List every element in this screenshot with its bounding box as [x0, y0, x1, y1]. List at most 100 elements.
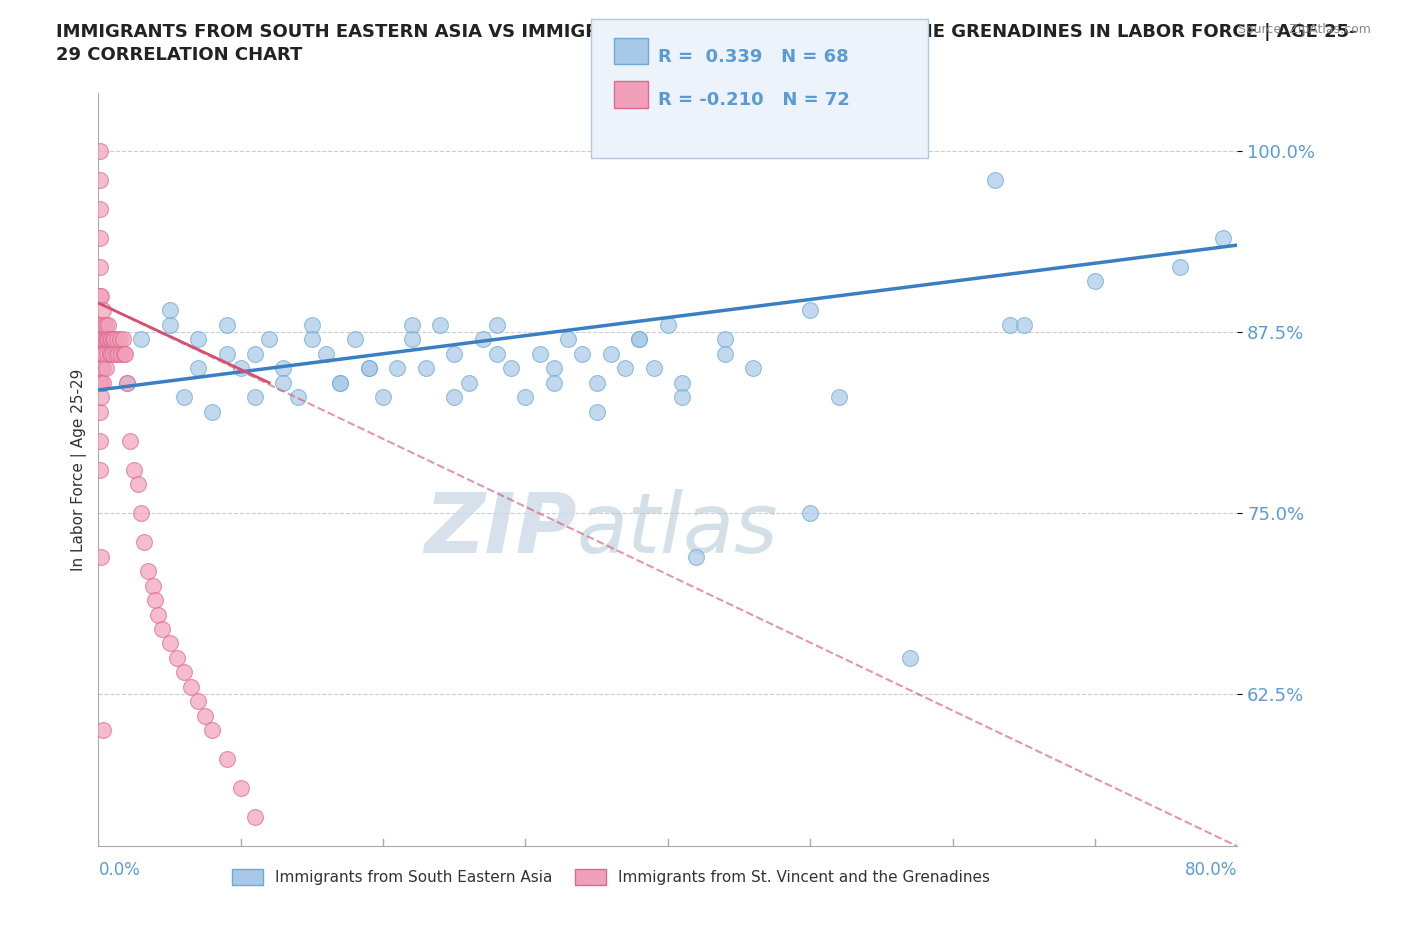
Point [180, 680, 202, 695]
Point [1012, 317, 1035, 332]
Point [515, 390, 537, 405]
Point [89, 259, 111, 274]
Point [671, 390, 693, 405]
Point [557, 332, 579, 347]
Point [501, 361, 523, 376]
Point [1212, 231, 1234, 246]
Point [301, 332, 323, 347]
Point [110, 346, 132, 361]
Point [187, 332, 209, 347]
Point [486, 317, 509, 332]
Point [107, 346, 129, 361]
Point [529, 346, 551, 361]
Text: R = -0.210   N = 72: R = -0.210 N = 72 [658, 91, 849, 109]
Point [89, 143, 111, 158]
Point [108, 332, 131, 347]
Point [89, 346, 111, 361]
Point [998, 317, 1021, 332]
Point [201, 405, 224, 419]
Text: 0.0%: 0.0% [98, 861, 141, 879]
Point [90, 332, 112, 347]
Point [984, 172, 1007, 187]
Point [129, 506, 152, 521]
Point [90, 376, 112, 391]
Point [187, 361, 209, 376]
Point [90, 390, 112, 405]
Point [187, 694, 209, 709]
Point [94, 332, 117, 347]
Point [742, 361, 765, 376]
Point [115, 376, 138, 391]
Point [259, 332, 281, 347]
Point [343, 332, 366, 347]
Point [229, 361, 252, 376]
Point [486, 346, 509, 361]
Point [671, 376, 693, 391]
Point [685, 549, 707, 564]
Point [628, 332, 651, 347]
Point [173, 665, 195, 680]
Point [94, 317, 117, 332]
Point [273, 361, 295, 376]
Point [104, 346, 127, 361]
Point [98, 346, 121, 361]
Point [100, 332, 122, 347]
Text: IMMIGRANTS FROM SOUTH EASTERN ASIA VS IMMIGRANTS FROM ST. VINCENT AND THE GRENAD: IMMIGRANTS FROM SOUTH EASTERN ASIA VS IM… [56, 23, 1357, 41]
Point [585, 405, 607, 419]
Point [89, 462, 111, 477]
Point [457, 376, 479, 391]
Point [714, 332, 737, 347]
Point [90, 288, 112, 303]
Point [115, 376, 138, 391]
Point [714, 346, 737, 361]
Point [91, 361, 114, 376]
Legend: Immigrants from South Eastern Asia, Immigrants from St. Vincent and the Grenadin: Immigrants from South Eastern Asia, Immi… [226, 863, 995, 891]
Point [103, 332, 125, 347]
Point [243, 810, 266, 825]
Point [91, 723, 114, 737]
Point [90, 549, 112, 564]
Point [91, 303, 114, 318]
Point [141, 578, 163, 593]
Point [1170, 259, 1192, 274]
Point [132, 535, 155, 550]
Text: 29 CORRELATION CHART: 29 CORRELATION CHART [56, 46, 302, 64]
Point [89, 376, 111, 391]
Point [401, 317, 423, 332]
Point [401, 332, 423, 347]
Point [543, 361, 565, 376]
Point [643, 361, 665, 376]
Text: atlas: atlas [576, 489, 779, 570]
Point [127, 477, 149, 492]
Point [159, 636, 181, 651]
Point [329, 376, 352, 391]
Point [571, 346, 593, 361]
Text: R =  0.339   N = 68: R = 0.339 N = 68 [658, 48, 849, 66]
Point [93, 346, 115, 361]
Point [136, 564, 159, 578]
Text: 80.0%: 80.0% [1185, 861, 1237, 879]
Point [89, 231, 111, 246]
Point [148, 607, 170, 622]
Point [112, 346, 135, 361]
Point [273, 376, 295, 391]
Point [443, 346, 465, 361]
Point [97, 332, 120, 347]
Point [287, 390, 309, 405]
Point [373, 390, 395, 405]
Point [201, 723, 224, 737]
Point [89, 317, 111, 332]
Point [471, 332, 494, 347]
Point [173, 390, 195, 405]
Point [243, 390, 266, 405]
Point [828, 390, 851, 405]
Point [114, 346, 136, 361]
Text: Source: ZipAtlas.com: Source: ZipAtlas.com [1237, 23, 1371, 36]
Point [543, 376, 565, 391]
Point [329, 376, 352, 391]
Point [97, 317, 120, 332]
Point [194, 709, 217, 724]
Point [657, 317, 679, 332]
Point [94, 361, 117, 376]
Point [628, 332, 651, 347]
